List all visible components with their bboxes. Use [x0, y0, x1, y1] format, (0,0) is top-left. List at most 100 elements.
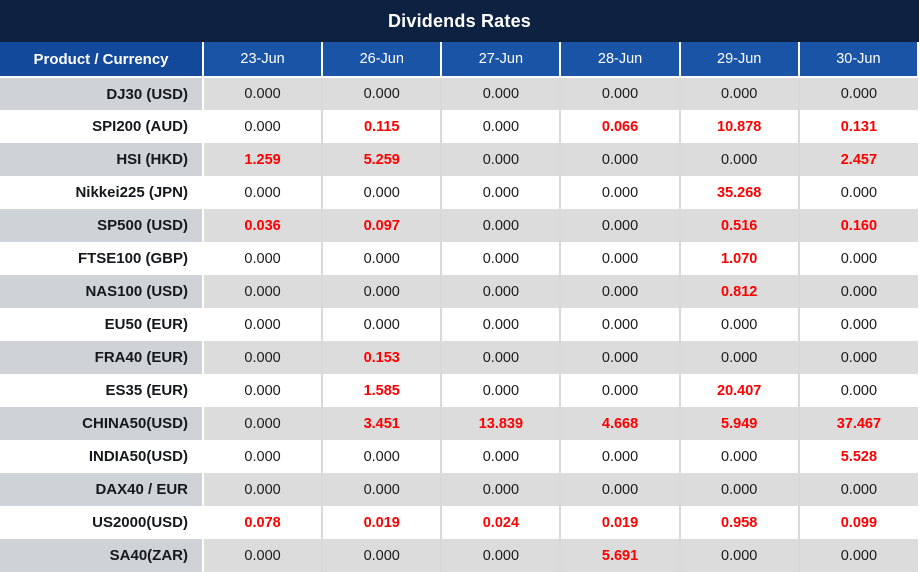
- dividend-value: 0.000: [440, 539, 561, 572]
- table-row: NAS100 (USD) 0.000 0.000 0.000 0.000 0.812 0.0…: [0, 275, 918, 308]
- product-label: HSI (HKD): [0, 143, 204, 176]
- table-row: CHINA50(USD) 0.000 3.451 13.839 4.668 5.949 37…: [0, 407, 918, 440]
- dividend-value: 0.000: [559, 176, 680, 209]
- dividend-value: 0.131: [797, 110, 918, 143]
- dividend-value: 0.000: [203, 176, 323, 209]
- dividend-value: 0.000: [440, 374, 561, 407]
- table-row: Nikkei225 (JPN) 0.000 0.000 0.000 0.000 35.26…: [0, 176, 918, 209]
- dividend-value: 0.000: [440, 77, 561, 110]
- date-header: 28-Jun: [559, 42, 680, 78]
- dividend-value: 0.000: [559, 275, 680, 308]
- dividend-value: 0.000: [203, 440, 323, 473]
- dividend-value: 1.070: [678, 242, 799, 275]
- dividend-value: 0.000: [203, 110, 323, 143]
- dividend-value: 35.268: [678, 176, 799, 209]
- dividend-value: 0.078: [203, 506, 323, 539]
- dividend-value: 0.000: [797, 539, 918, 572]
- dividend-value: 0.019: [321, 506, 442, 539]
- dividend-value: 0.000: [321, 440, 442, 473]
- table-row: FRA40 (EUR) 0.000 0.153 0.000 0.000 0.000 0.00…: [0, 341, 918, 374]
- dividend-value: 0.000: [203, 77, 323, 110]
- date-header: 23-Jun: [201, 42, 323, 78]
- dividend-value: 0.000: [203, 374, 323, 407]
- table-row: SPI200 (AUD) 0.000 0.115 0.000 0.066 10.878 0.…: [0, 110, 918, 143]
- dividend-value: 0.000: [321, 176, 442, 209]
- dividend-value: 0.000: [321, 308, 442, 341]
- table-row: HSI (HKD) 1.259 5.259 0.000 0.000 0.000 2.457: [0, 143, 918, 176]
- dividend-value: 0.000: [797, 341, 918, 374]
- dividend-value: 0.000: [559, 242, 680, 275]
- dividend-value: 0.000: [797, 242, 918, 275]
- product-label: FRA40 (EUR): [0, 341, 204, 374]
- dividend-value: 0.000: [440, 110, 561, 143]
- dividend-value: 0.000: [321, 77, 442, 110]
- table-row: SP500 (USD) 0.036 0.097 0.000 0.000 0.516 0.16…: [0, 209, 918, 242]
- dividend-value: 0.000: [797, 374, 918, 407]
- dividend-value: 10.878: [678, 110, 799, 143]
- dividend-value: 0.000: [440, 473, 561, 506]
- table-row: ES35 (EUR) 0.000 1.585 0.000 0.000 20.407 0.00…: [0, 374, 918, 407]
- dividend-value: 2.457: [797, 143, 918, 176]
- dividend-value: 0.516: [678, 209, 799, 242]
- dividend-value: 0.000: [440, 143, 561, 176]
- dividend-value: 0.812: [678, 275, 799, 308]
- table-row: FTSE100 (GBP) 0.000 0.000 0.000 0.000 1.070 0.…: [0, 242, 918, 275]
- dividend-value: 0.000: [203, 308, 323, 341]
- dividend-value: 0.000: [440, 440, 561, 473]
- table-row: DJ30 (USD) 0.000 0.000 0.000 0.000 0.000 0.000: [0, 77, 918, 110]
- product-label: SA40(ZAR): [0, 539, 204, 572]
- product-label: INDIA50(USD): [0, 440, 204, 473]
- dividend-value: 0.066: [559, 110, 680, 143]
- dividend-value: 1.259: [203, 143, 323, 176]
- dividend-value: 0.000: [203, 407, 323, 440]
- dividend-value: 0.000: [559, 77, 680, 110]
- dividend-value: 20.407: [678, 374, 799, 407]
- dividend-value: 0.000: [440, 275, 561, 308]
- dividend-value: 0.099: [797, 506, 918, 539]
- dividend-value: 0.000: [678, 440, 799, 473]
- dividend-value: 0.000: [797, 275, 918, 308]
- product-label: DJ30 (USD): [0, 77, 204, 110]
- product-label: CHINA50(USD): [0, 407, 204, 440]
- table-row: DAX40 / EUR 0.000 0.000 0.000 0.000 0.000 0.00…: [0, 473, 918, 506]
- product-label: EU50 (EUR): [0, 308, 204, 341]
- product-label: SP500 (USD): [0, 209, 204, 242]
- dividend-value: 4.668: [559, 407, 680, 440]
- dividend-value: 13.839: [440, 407, 561, 440]
- dividend-value: 0.000: [678, 308, 799, 341]
- dividend-value: 0.000: [321, 539, 442, 572]
- dividend-value: 0.036: [203, 209, 323, 242]
- dividend-value: 0.000: [203, 341, 323, 374]
- date-header: 27-Jun: [440, 42, 561, 78]
- dividend-value: 0.000: [203, 539, 323, 572]
- dividend-value: 5.259: [321, 143, 442, 176]
- table-header-row: Product / Currency 23-Jun 26-Jun 27-Jun 28-…: [0, 42, 919, 78]
- table-row: EU50 (EUR) 0.000 0.000 0.000 0.000 0.000 0.000: [0, 308, 918, 341]
- date-header: 29-Jun: [678, 42, 799, 78]
- product-label: Nikkei225 (JPN): [0, 176, 204, 209]
- dividend-value: 0.000: [559, 209, 680, 242]
- dividend-value: 0.000: [203, 473, 323, 506]
- dividend-value: 5.949: [678, 407, 799, 440]
- dividend-value: 0.000: [678, 77, 799, 110]
- product-label: ES35 (EUR): [0, 374, 204, 407]
- dividend-value: 0.000: [321, 473, 442, 506]
- dividend-value: 0.000: [440, 341, 561, 374]
- dividend-value: 0.000: [678, 539, 799, 572]
- dividend-value: 0.000: [678, 341, 799, 374]
- dividend-value: 37.467: [797, 407, 918, 440]
- dividends-table: Product / Currency 23-Jun 26-Jun 27-Jun 28-…: [0, 42, 919, 572]
- table-row: SA40(ZAR) 0.000 0.000 0.000 5.691 0.000 0.000: [0, 539, 918, 572]
- dividend-value: 0.000: [797, 473, 918, 506]
- product-label: DAX40 / EUR: [0, 473, 204, 506]
- dividend-value: 0.000: [797, 308, 918, 341]
- dividend-value: 5.528: [797, 440, 918, 473]
- date-header: 30-Jun: [797, 42, 919, 78]
- dividend-value: 0.000: [797, 77, 918, 110]
- dividend-value: 0.000: [321, 242, 442, 275]
- dividend-value: 0.000: [203, 275, 323, 308]
- table-body: DJ30 (USD) 0.000 0.000 0.000 0.000 0.000 0.000…: [0, 77, 918, 572]
- dividend-value: 5.691: [559, 539, 680, 572]
- dividend-value: 0.000: [559, 341, 680, 374]
